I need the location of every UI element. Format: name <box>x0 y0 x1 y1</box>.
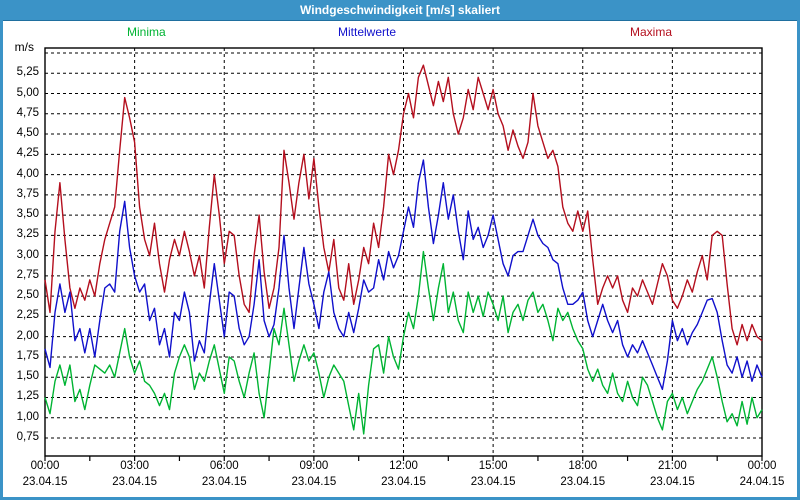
y-tick-label: 2,50 <box>16 289 39 302</box>
y-tick-label: 1,25 <box>16 390 39 403</box>
series-mittelwerte-line <box>44 159 763 391</box>
x-tick-time-label: 03:00 <box>120 460 150 472</box>
x-tick-time-label: 00:00 <box>747 460 777 472</box>
series-maxima-line <box>44 64 763 346</box>
x-tick-date-label: 23.04.15 <box>649 476 695 488</box>
x-tick-date-label: 23.04.15 <box>291 476 337 488</box>
x-tick-date-label: 23.04.15 <box>22 476 68 488</box>
y-tick-label: 5,00 <box>16 86 39 99</box>
y-tick-label: 3,50 <box>16 208 39 221</box>
y-tick-label: 4,50 <box>16 127 39 140</box>
y-tick-label: 2,25 <box>16 309 39 322</box>
x-tick-date-label: 23.04.15 <box>470 476 516 488</box>
y-tick-label: 3,75 <box>16 187 39 200</box>
y-tick-label: 2,00 <box>16 329 39 342</box>
y-tick-label: 4,00 <box>16 167 39 180</box>
x-tick-time-label: 21:00 <box>657 460 687 472</box>
x-tick-date-label: 23.04.15 <box>112 476 157 488</box>
x-tick-time-label: 18:00 <box>568 460 598 472</box>
x-tick-date-label: 24.04.15 <box>739 476 785 488</box>
x-tick-time-label: 09:00 <box>299 460 329 472</box>
y-tick-label: 4,25 <box>16 147 39 160</box>
x-tick-time-label: 15:00 <box>478 460 508 472</box>
x-tick-date-label: 23.04.15 <box>201 476 247 488</box>
page-title: Windgeschwindigkeit [m/s] skaliert <box>300 3 500 17</box>
y-tick-label: 1,00 <box>16 410 39 423</box>
y-tick-label: 3,25 <box>16 228 39 241</box>
y-tick-label: 5,25 <box>16 66 39 79</box>
y-tick-label: 1,75 <box>16 349 39 362</box>
y-axis-unit-label: m/s <box>14 40 34 54</box>
y-tick-label: 3,00 <box>16 248 39 261</box>
x-tick-time-label: 12:00 <box>389 460 418 472</box>
series-minima-line <box>44 250 763 435</box>
y-tick-label: 0,75 <box>16 430 39 443</box>
legend-maxima: Maxima <box>630 25 673 39</box>
y-tick-label: 1,50 <box>16 370 39 383</box>
legend-minima: Minima <box>127 25 166 39</box>
window-title-bar: Windgeschwindigkeit [m/s] skaliert <box>0 0 800 20</box>
y-tick-label: 2,75 <box>16 268 39 281</box>
x-tick-time-label: 06:00 <box>209 460 239 472</box>
x-tick-date-label: 23.04.15 <box>381 476 426 488</box>
x-tick-time-label: 00:00 <box>30 460 60 472</box>
legend-mittelwerte: Mittelwerte <box>338 25 397 39</box>
y-tick-label: 4,75 <box>16 106 39 119</box>
x-tick-date-label: 23.04.15 <box>560 476 606 488</box>
